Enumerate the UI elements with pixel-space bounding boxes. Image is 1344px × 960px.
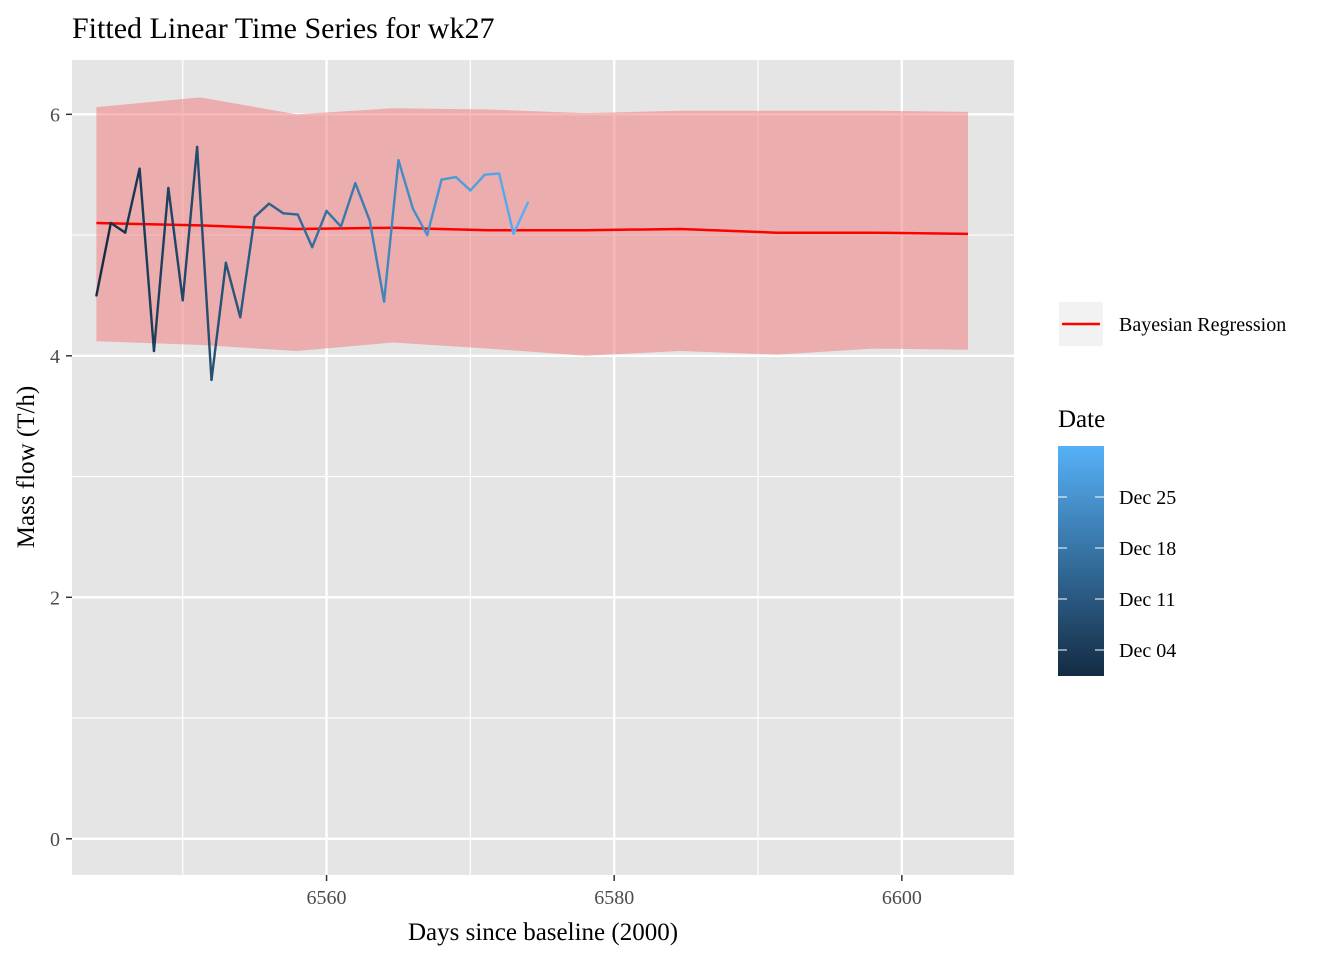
observed-segment (339, 181, 357, 228)
observed-segment (354, 181, 371, 222)
colorbar (1058, 446, 1104, 676)
observed-segment (325, 209, 343, 228)
observed-segment (454, 175, 472, 192)
colorbar-ticks (1058, 496, 1104, 651)
bayesian-regression-line (96, 221, 969, 236)
x-axis: 6560 6580 6600 (307, 875, 922, 909)
observed-segment (267, 202, 285, 215)
colorbar-label-dec-25: Dec 25 (1119, 487, 1176, 509)
chart-title: Fitted Linear Time Series for wk27 (72, 12, 494, 45)
y-axis-title: Mass flow (T/h) (13, 386, 40, 548)
y-tick-label: 0 (50, 829, 60, 851)
x-tick-label: 6580 (594, 887, 634, 909)
date-colorbar-legend: Date Dec 25 Dec 18 Dec 11 Dec 04 (1058, 406, 1176, 676)
observed-segment (195, 145, 213, 382)
observed-segment (239, 215, 256, 319)
colorbar-label-dec-04: Dec 04 (1119, 640, 1176, 662)
colorbar-label-dec-11: Dec 11 (1119, 589, 1175, 611)
observed-segment (469, 173, 486, 192)
observed-segment (181, 145, 199, 302)
observed-segment (497, 172, 515, 236)
observed-segment (95, 221, 113, 297)
colorbar-title: Date (1058, 406, 1105, 433)
observed-segment (109, 221, 127, 234)
series-legend: Bayesian Regression (1059, 302, 1286, 346)
legend-label-bayesian-regression: Bayesian Regression (1119, 314, 1286, 336)
fit-line-layer (96, 221, 969, 236)
observed-segment (224, 261, 242, 319)
observed-segment (138, 167, 156, 353)
observed-segment (512, 201, 530, 236)
observed-series (95, 145, 530, 382)
y-tick-label: 4 (50, 346, 60, 368)
observed-segment (397, 159, 415, 210)
credible-band (96, 97, 968, 356)
observed-segment (483, 172, 501, 176)
x-axis-title: Days since baseline (2000) (408, 919, 678, 946)
observed-segment (310, 209, 328, 249)
observed-segment (368, 219, 386, 303)
observed-segment (210, 261, 228, 382)
colorbar-label-dec-18: Dec 18 (1119, 538, 1176, 560)
x-tick-label: 6600 (882, 887, 922, 909)
y-tick-label: 2 (50, 587, 60, 609)
observed-segment (282, 212, 299, 216)
observed-segment (124, 167, 141, 234)
y-axis: 0 2 4 6 (50, 104, 72, 851)
observed-segment (426, 178, 443, 237)
observed-segment (253, 202, 271, 219)
observed-segment (411, 207, 429, 237)
observed-segment (440, 175, 458, 181)
y-tick-label: 6 (50, 104, 60, 126)
observed-segment (382, 159, 400, 303)
observed-segment (167, 186, 184, 302)
observed-segment (152, 186, 170, 353)
x-tick-label: 6560 (307, 887, 347, 909)
credible-interval-band (96, 97, 968, 356)
observed-segment (296, 213, 314, 249)
